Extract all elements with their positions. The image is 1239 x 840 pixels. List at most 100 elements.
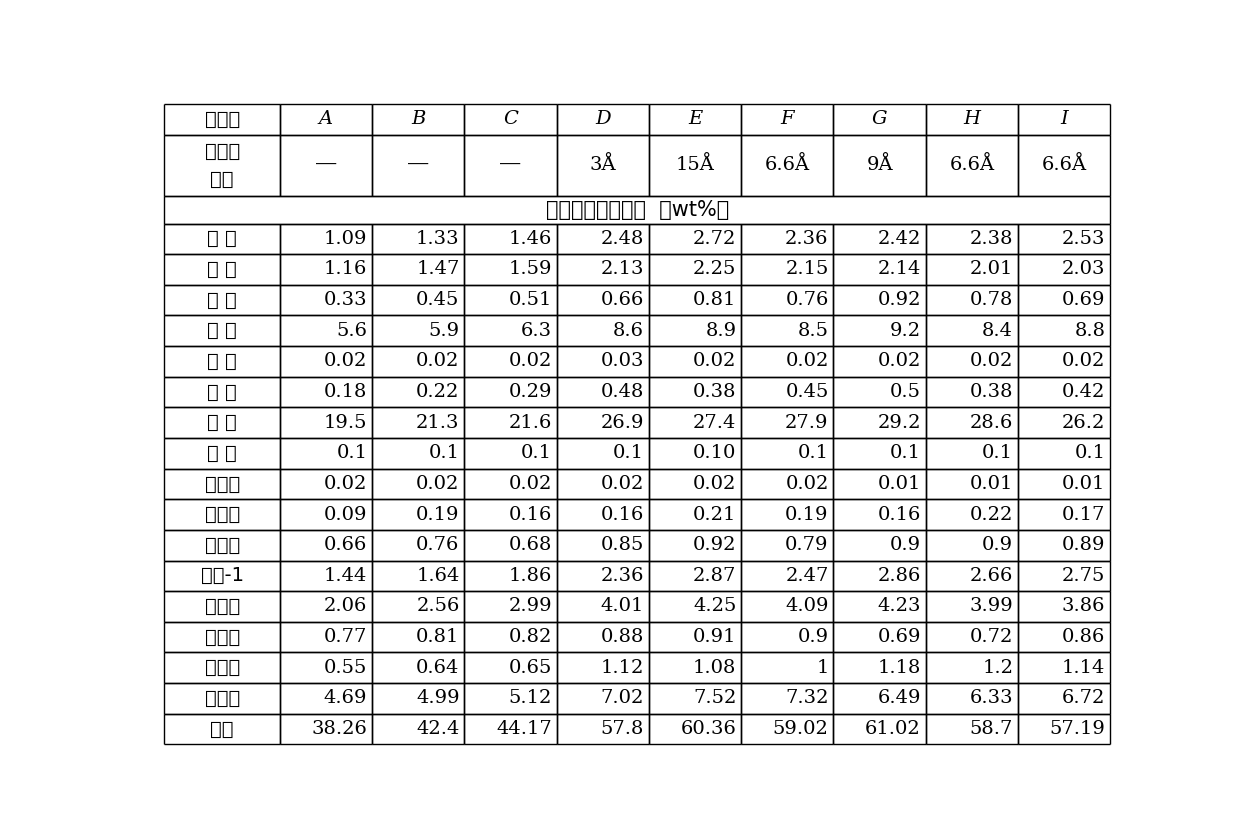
Text: 0.01: 0.01 xyxy=(970,475,1014,493)
Text: 丁二烯: 丁二烯 xyxy=(204,689,240,708)
Text: 0.69: 0.69 xyxy=(1062,291,1105,309)
Text: 6.6Å: 6.6Å xyxy=(1042,156,1087,175)
Text: 丙 烷: 丙 烷 xyxy=(207,382,237,402)
Text: 28.6: 28.6 xyxy=(970,413,1014,432)
Text: 0.02: 0.02 xyxy=(693,353,736,370)
Text: 0.19: 0.19 xyxy=(416,506,460,523)
Text: 0.1: 0.1 xyxy=(429,444,460,462)
Text: 26.2: 26.2 xyxy=(1062,413,1105,432)
Text: 0.01: 0.01 xyxy=(877,475,921,493)
Text: 7.32: 7.32 xyxy=(786,690,829,707)
Text: 6.49: 6.49 xyxy=(877,690,921,707)
Text: 乙 烯: 乙 烯 xyxy=(207,321,237,340)
Text: 5.9: 5.9 xyxy=(429,322,460,339)
Text: 44.17: 44.17 xyxy=(496,720,551,738)
Text: 2.42: 2.42 xyxy=(877,230,921,248)
Text: 0.19: 0.19 xyxy=(786,506,829,523)
Text: 9.2: 9.2 xyxy=(890,322,921,339)
Text: 1.18: 1.18 xyxy=(877,659,921,677)
Text: 丙 炔: 丙 炔 xyxy=(207,444,237,463)
Text: 2.06: 2.06 xyxy=(323,597,367,616)
Text: 19.5: 19.5 xyxy=(323,413,367,432)
Text: 0.9: 0.9 xyxy=(798,628,829,646)
Text: 38.26: 38.26 xyxy=(311,720,367,738)
Text: 0.91: 0.91 xyxy=(693,628,736,646)
Text: 0.03: 0.03 xyxy=(601,353,644,370)
Text: 0.66: 0.66 xyxy=(323,536,367,554)
Text: 0.1: 0.1 xyxy=(890,444,921,462)
Text: 1.2: 1.2 xyxy=(983,659,1014,677)
Text: 0.45: 0.45 xyxy=(786,383,829,401)
Text: 0.02: 0.02 xyxy=(970,353,1014,370)
Text: 0.78: 0.78 xyxy=(970,291,1014,309)
Text: 2.13: 2.13 xyxy=(601,260,644,279)
Text: B: B xyxy=(411,110,425,129)
Text: 1.47: 1.47 xyxy=(416,260,460,279)
Text: 0.45: 0.45 xyxy=(416,291,460,309)
Text: 0.76: 0.76 xyxy=(786,291,829,309)
Text: 0.02: 0.02 xyxy=(786,475,829,493)
Text: I: I xyxy=(1061,110,1068,129)
Text: 0.66: 0.66 xyxy=(601,291,644,309)
Text: 2.15: 2.15 xyxy=(786,260,829,279)
Text: 2.03: 2.03 xyxy=(1062,260,1105,279)
Text: 2.36: 2.36 xyxy=(786,230,829,248)
Text: H: H xyxy=(964,110,980,129)
Text: 8.5: 8.5 xyxy=(798,322,829,339)
Text: 6.6Å: 6.6Å xyxy=(949,156,995,175)
Text: 6.72: 6.72 xyxy=(1062,690,1105,707)
Text: 9Å: 9Å xyxy=(866,156,893,175)
Text: 0.33: 0.33 xyxy=(323,291,367,309)
Text: 4.69: 4.69 xyxy=(323,690,367,707)
Text: 0.64: 0.64 xyxy=(416,659,460,677)
Text: 0.92: 0.92 xyxy=(693,536,736,554)
Text: 0.1: 0.1 xyxy=(520,444,551,462)
Text: 4.01: 4.01 xyxy=(601,597,644,616)
Text: 0.82: 0.82 xyxy=(508,628,551,646)
Text: 0.42: 0.42 xyxy=(1062,383,1105,401)
Text: 0.81: 0.81 xyxy=(693,291,736,309)
Text: 2.75: 2.75 xyxy=(1062,567,1105,585)
Text: 0.16: 0.16 xyxy=(508,506,551,523)
Text: 4.23: 4.23 xyxy=(877,597,921,616)
Text: 异丁烷: 异丁烷 xyxy=(204,505,240,524)
Text: 乙 炔: 乙 炔 xyxy=(207,352,237,371)
Text: 8.9: 8.9 xyxy=(705,322,736,339)
Text: 0.51: 0.51 xyxy=(508,291,551,309)
Text: 1.64: 1.64 xyxy=(416,567,460,585)
Text: 27.4: 27.4 xyxy=(693,413,736,432)
Text: 5.6: 5.6 xyxy=(336,322,367,339)
Text: 1.33: 1.33 xyxy=(416,230,460,248)
Text: 8.6: 8.6 xyxy=(613,322,644,339)
Text: C: C xyxy=(503,110,518,129)
Text: 2.86: 2.86 xyxy=(877,567,921,585)
Text: A: A xyxy=(318,110,333,129)
Text: 2.99: 2.99 xyxy=(508,597,551,616)
Text: D: D xyxy=(595,110,611,129)
Text: 0.02: 0.02 xyxy=(508,475,551,493)
Text: 2.25: 2.25 xyxy=(693,260,736,279)
Text: 7.52: 7.52 xyxy=(693,690,736,707)
Text: 6.6Å: 6.6Å xyxy=(764,156,810,175)
Text: 15Å: 15Å xyxy=(675,156,715,175)
Text: 0.02: 0.02 xyxy=(323,353,367,370)
Text: 4.25: 4.25 xyxy=(693,597,736,616)
Text: 0.1: 0.1 xyxy=(1074,444,1105,462)
Text: 3.99: 3.99 xyxy=(969,597,1014,616)
Text: 1.44: 1.44 xyxy=(323,567,367,585)
Text: 0.81: 0.81 xyxy=(416,628,460,646)
Text: 0.65: 0.65 xyxy=(508,659,551,677)
Text: 异丁烯: 异丁烯 xyxy=(204,597,240,616)
Text: 0.22: 0.22 xyxy=(970,506,1014,523)
Text: 0.29: 0.29 xyxy=(508,383,551,401)
Text: 0.38: 0.38 xyxy=(970,383,1014,401)
Text: 顺丁烯: 顺丁烯 xyxy=(204,659,240,677)
Text: 0.68: 0.68 xyxy=(508,536,551,554)
Text: 0.88: 0.88 xyxy=(601,628,644,646)
Text: 0.21: 0.21 xyxy=(693,506,736,523)
Text: 0.01: 0.01 xyxy=(1062,475,1105,493)
Text: 丙 烯: 丙 烯 xyxy=(207,413,237,432)
Text: 0.79: 0.79 xyxy=(786,536,829,554)
Text: 0.22: 0.22 xyxy=(416,383,460,401)
Text: 5.12: 5.12 xyxy=(508,690,551,707)
